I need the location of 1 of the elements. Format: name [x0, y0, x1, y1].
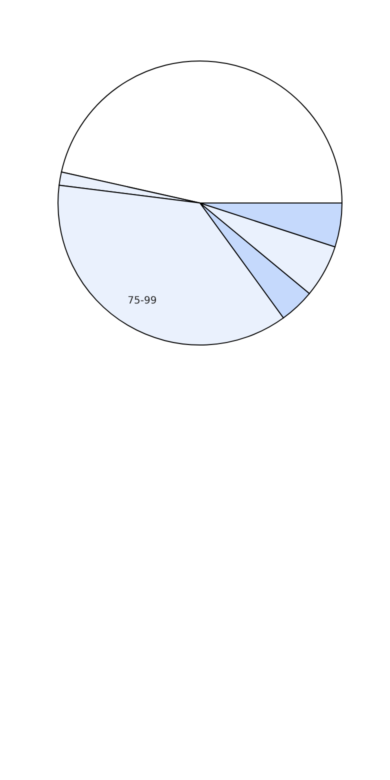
- slice-label: 75-99: [128, 295, 157, 306]
